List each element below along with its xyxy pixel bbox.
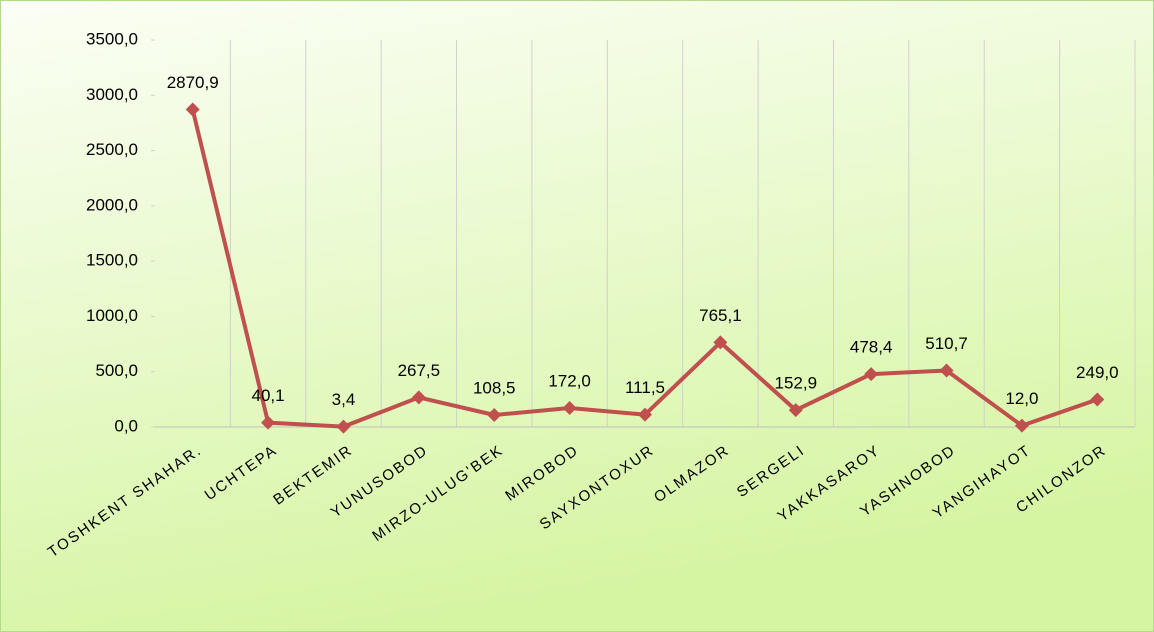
data-marker — [939, 363, 954, 378]
y-tick-label: 3500,0 — [86, 29, 138, 48]
data-label: 510,7 — [925, 334, 968, 353]
data-marker — [638, 407, 652, 422]
y-tick-label: 1000,0 — [86, 306, 138, 325]
data-label: 478,4 — [850, 338, 893, 357]
data-marker — [336, 419, 351, 434]
data-marker — [1090, 392, 1105, 407]
y-tick-label: 1500,0 — [86, 251, 138, 270]
y-tick-label: 0,0 — [114, 416, 138, 435]
data-marker — [713, 335, 728, 350]
y-tick-label: 500,0 — [95, 361, 138, 380]
data-marker — [487, 408, 502, 423]
data-label: 249,0 — [1076, 363, 1119, 382]
data-marker — [185, 102, 200, 117]
data-label: 172,0 — [548, 371, 591, 390]
data-label: 267,5 — [398, 361, 441, 380]
y-tick-label: 2500,0 — [86, 140, 138, 159]
data-label: 152,9 — [774, 374, 817, 393]
data-label: 765,1 — [699, 306, 742, 325]
data-label: 2870,9 — [167, 73, 219, 92]
y-tick-label: 3000,0 — [86, 85, 138, 104]
data-marker — [261, 415, 276, 430]
data-marker — [788, 403, 803, 418]
data-marker — [411, 390, 426, 405]
y-tick-label: 2000,0 — [86, 195, 138, 214]
data-label: 3,4 — [332, 390, 356, 409]
data-label: 12,0 — [1005, 389, 1038, 408]
data-marker — [864, 367, 879, 382]
data-label: 40,1 — [252, 386, 285, 405]
data-label: 111,5 — [625, 378, 665, 397]
data-marker — [562, 400, 577, 415]
data-marker — [1014, 418, 1029, 433]
data-label: 108,5 — [473, 378, 516, 397]
